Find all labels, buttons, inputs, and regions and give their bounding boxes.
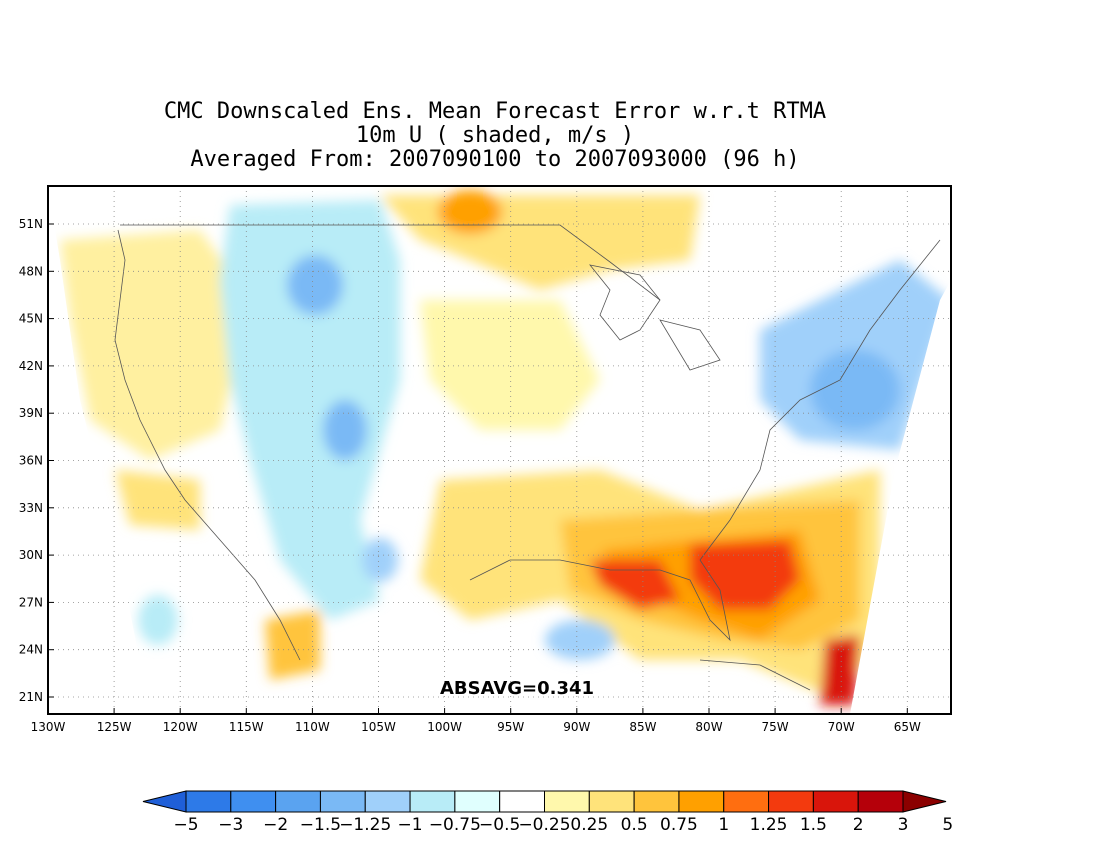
colorbar-box (319, 790, 366, 813)
lat-tick-label: 42N (19, 359, 43, 373)
colorbar-label: −2 (263, 815, 288, 835)
field-gulf-red (590, 560, 680, 610)
field-canada-orange (438, 190, 502, 234)
map-titles: CMC Downscaled Ens. Mean Forecast Error … (0, 100, 990, 172)
lon-tick-label: 80W (695, 720, 722, 734)
colorbar-label: 1 (718, 815, 729, 835)
colorbar-box (499, 790, 545, 813)
field-florida-red (690, 540, 800, 610)
field-canada-yellow (380, 195, 700, 290)
colorbar-label: −5 (173, 815, 198, 835)
lon-tick-label: 130W (31, 720, 66, 734)
lon-tick-labels: 130W 125W 120W 115W 110W 105W 100W 95W 90W 85W 80W… (31, 708, 921, 734)
colorbar-end-low (142, 790, 187, 813)
lat-tick-label: 33N (19, 501, 43, 515)
colorbar-box (185, 790, 232, 813)
colorbar-label: 5 (942, 815, 953, 835)
colorbar-label: −1.5 (300, 815, 341, 835)
colorbar-label: −0.5 (479, 815, 520, 835)
colorbar-label: 1.5 (800, 815, 827, 835)
lon-tick-label: 65W (894, 720, 921, 734)
lon-tick-label: 90W (563, 720, 590, 734)
cuba-line (699, 659, 811, 691)
lon-tick-label: 110W (295, 720, 330, 734)
field-pacific-blue (138, 595, 178, 645)
field-montana-blue (287, 255, 343, 315)
field-utah-blue (323, 400, 367, 460)
colorbar-end-high (902, 790, 947, 813)
lat-tick-label: 45N (19, 312, 43, 326)
lat-tick-label: 30N (19, 548, 43, 562)
coastlines (114, 224, 941, 691)
lat-tick-label: 27N (19, 595, 43, 609)
colorbar-label: −0.75 (429, 815, 481, 835)
lon-tick-label: 75W (762, 720, 789, 734)
colorbar-box (768, 790, 814, 813)
lon-tick-label: 120W (163, 720, 198, 734)
title-line-3: Averaged From: 2007090100 to 2007093000 … (190, 147, 800, 172)
colorbar-box (409, 790, 456, 813)
gulf-coast-line (469, 559, 731, 642)
colorbar-box (812, 790, 859, 813)
colorbar-label: 0.5 (621, 815, 648, 835)
colorbar-box (678, 790, 725, 813)
west-coast-line (114, 229, 301, 661)
lon-tick-label: 95W (497, 720, 524, 734)
colorbar-label: −1.25 (339, 815, 391, 835)
lat-tick-label: 36N (19, 454, 43, 468)
field-baja-yellow (115, 470, 200, 530)
lat-tick-label: 21N (19, 690, 43, 704)
title-line-2: 10m U ( shaded, m/s ) (355, 123, 635, 148)
lat-tick-label: 24N (19, 643, 43, 657)
great-lakes (589, 264, 721, 371)
colorbar-box (633, 790, 680, 813)
colorbar-label: 2 (853, 815, 864, 835)
colorbar-labels: −5 −3 −2 −1.5−1.25 −1 −0.75−0.5−0.25 0.25 0.5 0.… (173, 815, 953, 835)
colorbar-box (454, 790, 501, 813)
east-coast-line (699, 239, 941, 561)
domain-mask-right (850, 186, 951, 714)
colorbar-box (857, 790, 904, 813)
grid-lines (48, 186, 951, 714)
title-line-1: CMC Downscaled Ens. Mean Forecast Error … (163, 99, 827, 124)
lon-tick-label: 100W (427, 720, 462, 734)
field-caribbean-red (820, 635, 860, 705)
colorbar-box (588, 790, 635, 813)
field-gulfmex-blue (545, 620, 615, 660)
colorbar-box (544, 790, 590, 813)
absavg-annotation: ABSAVG=0.341 (440, 678, 594, 699)
colorbar-label: 3 (898, 815, 909, 835)
lat-tick-label: 48N (19, 264, 43, 278)
lat-tick-label: 39N (19, 406, 43, 420)
lat-tick-label: 51N (19, 217, 43, 231)
colorbar-label: −1 (398, 815, 423, 835)
lon-tick-label: 85W (629, 720, 656, 734)
lon-tick-label: 125W (97, 720, 132, 734)
border-us-canada (120, 224, 661, 301)
colorbar (142, 790, 947, 813)
lon-tick-label: 70W (828, 720, 855, 734)
colorbar-label: 0.75 (660, 815, 698, 835)
colorbar-box (364, 790, 411, 813)
colorbar-label: 0.25 (570, 815, 608, 835)
colorbar-box (230, 790, 277, 813)
field-plains-yellow (420, 300, 600, 430)
domain-mask-left (48, 186, 150, 714)
colorbar-label: 1.25 (750, 815, 788, 835)
colorbar-box (275, 790, 321, 813)
field-ne-darkblue (810, 350, 900, 430)
colorbar-box (723, 790, 770, 813)
colorbar-label: −0.25 (518, 815, 570, 835)
field-nw-yellow (60, 230, 250, 460)
colorbar-label: −3 (218, 815, 243, 835)
lon-tick-label: 105W (361, 720, 396, 734)
field-ariz-blue (362, 538, 398, 582)
lon-tick-label: 115W (229, 720, 264, 734)
shaded-field (48, 186, 951, 714)
map-frame (47, 185, 952, 715)
lat-tick-labels: 51N 48N 45N 42N 39N 36N 33N 30N 27N 24N 21N (19, 217, 54, 704)
field-west-blue (220, 200, 400, 620)
